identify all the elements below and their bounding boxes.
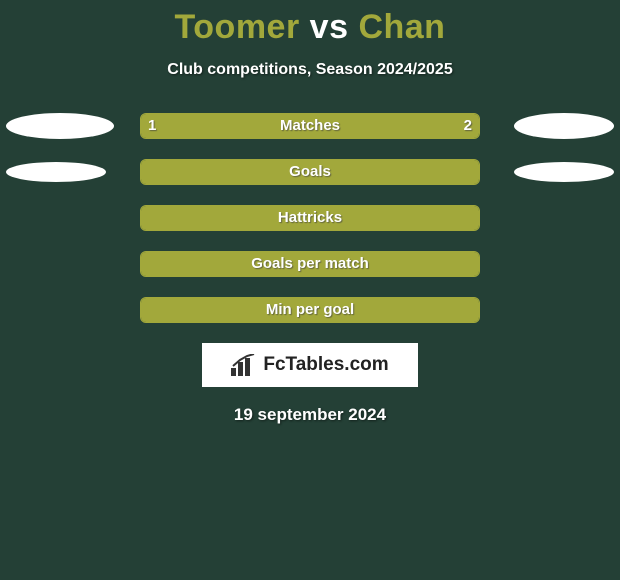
player1-avatar <box>6 162 106 182</box>
logo: FcTables.com <box>231 354 388 376</box>
stat-row: Hattricks <box>0 205 620 231</box>
player1-name: Toomer <box>175 8 300 46</box>
stat-row: Matches12 <box>0 113 620 139</box>
stat-rows: Matches12 Goals Hattricks Goals per match Mi… <box>0 113 620 323</box>
stat-row: Goals per match <box>0 251 620 277</box>
logo-text: FcTables.com <box>263 354 388 376</box>
date: 19 september 2024 <box>0 405 620 425</box>
stat-bar-fill-left <box>141 114 242 138</box>
stat-bar-fill-right <box>242 114 479 138</box>
player1-avatar <box>6 113 114 139</box>
stat-bar <box>140 297 480 323</box>
stat-bar <box>140 113 480 139</box>
stat-bar-fill-left <box>141 298 479 322</box>
stat-bar <box>140 251 480 277</box>
player2-avatar <box>514 113 614 139</box>
stat-bar-fill-left <box>141 160 479 184</box>
subtitle: Club competitions, Season 2024/2025 <box>0 61 620 79</box>
stat-bar <box>140 159 480 185</box>
player2-name: Chan <box>358 8 445 46</box>
stat-row: Goals <box>0 159 620 185</box>
stat-bar-fill-left <box>141 206 479 230</box>
bars-icon <box>231 354 257 376</box>
stat-bar-fill-left <box>141 252 479 276</box>
stat-row: Min per goal <box>0 297 620 323</box>
title-vs: vs <box>310 8 349 46</box>
player2-avatar <box>514 162 614 182</box>
page-title: Toomer vs Chan <box>0 0 620 47</box>
stat-bar <box>140 205 480 231</box>
logo-box: FcTables.com <box>202 343 418 387</box>
